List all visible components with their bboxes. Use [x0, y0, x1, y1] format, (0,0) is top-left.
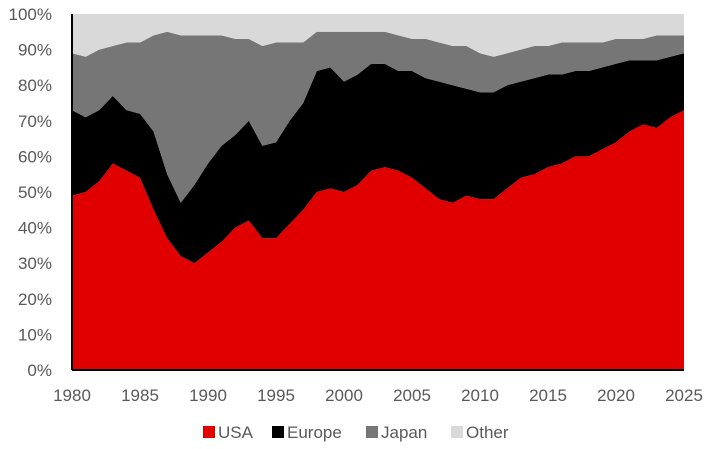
y-tick-label: 40% [18, 219, 52, 238]
y-tick-label: 70% [18, 112, 52, 131]
y-tick-label: 10% [18, 325, 52, 344]
y-tick-label: 30% [18, 254, 52, 273]
legend-label: USA [218, 423, 254, 442]
legend-label: Japan [381, 423, 427, 442]
x-tick-label: 1980 [53, 386, 91, 405]
y-tick-label: 60% [18, 147, 52, 166]
legend-item-other: Other [451, 423, 509, 442]
y-tick-labels: 0% 10% 20% 30% 40% 50% 60% 70% 80% 90% 100% [9, 5, 52, 380]
legend-item-japan: Japan [366, 423, 427, 442]
area-usa [72, 110, 684, 370]
x-tick-label: 2015 [529, 386, 567, 405]
x-tick-label: 2025 [665, 386, 703, 405]
legend-label: Europe [287, 423, 342, 442]
y-tick-label: 0% [27, 361, 52, 380]
x-tick-label: 2000 [325, 386, 363, 405]
area-japan [72, 31, 684, 203]
x-tick-label: 1990 [189, 386, 227, 405]
legend-item-europe: Europe [272, 423, 342, 442]
area-other [72, 14, 684, 57]
x-tick-labels: 1980 1985 1990 1995 2000 2005 2010 2015 2020 2025 [53, 386, 703, 405]
legend-swatch [366, 426, 378, 438]
y-tick-label: 50% [18, 183, 52, 202]
y-tick-label: 100% [9, 5, 52, 24]
y-tick-label: 20% [18, 290, 52, 309]
legend: USA Europe Japan Other [203, 423, 509, 442]
legend-label: Other [466, 423, 509, 442]
x-tick-label: 1995 [257, 386, 295, 405]
plot-areas [72, 14, 684, 370]
legend-item-usa: USA [203, 423, 254, 442]
x-tick-label: 2010 [461, 386, 499, 405]
x-tick-label: 2005 [393, 386, 431, 405]
legend-swatch [203, 426, 215, 438]
legend-swatch [451, 426, 463, 438]
y-tick-label: 90% [18, 41, 52, 60]
y-tick-label: 80% [18, 76, 52, 95]
legend-swatch [272, 426, 284, 438]
x-tick-label: 2020 [597, 386, 635, 405]
area-europe [72, 53, 684, 264]
x-tick-label: 1985 [121, 386, 159, 405]
